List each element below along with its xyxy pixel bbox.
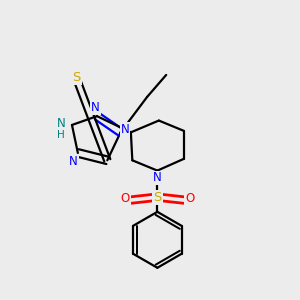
Text: N: N [56,117,65,130]
Text: N: N [153,172,162,184]
Text: H: H [57,130,65,140]
Text: N: N [121,123,129,136]
Text: S: S [153,190,161,204]
Text: O: O [185,192,194,205]
Text: O: O [120,192,130,205]
Text: S: S [72,71,81,84]
Text: N: N [69,155,78,168]
Text: N: N [91,101,100,114]
